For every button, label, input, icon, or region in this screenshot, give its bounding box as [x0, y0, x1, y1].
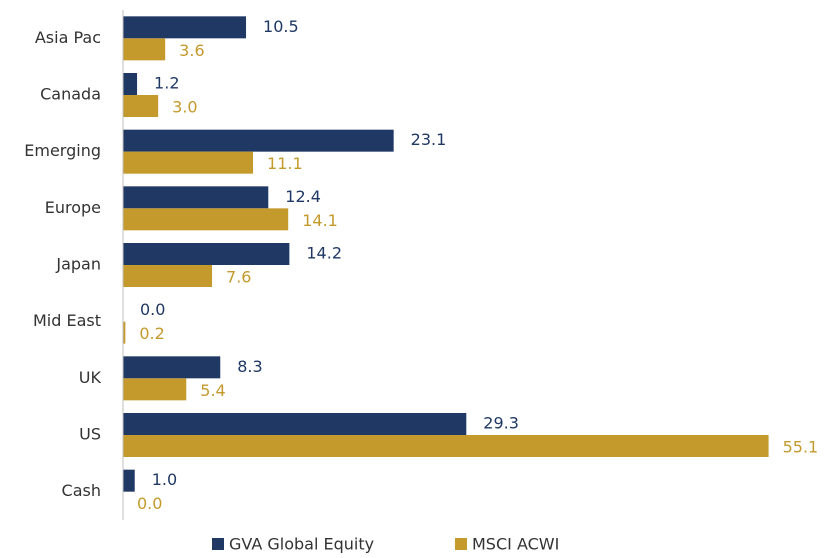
- y-tick-label: Japan: [55, 255, 101, 274]
- y-tick-label: UK: [79, 368, 102, 387]
- bar: [123, 413, 467, 435]
- data-label: 0.0: [137, 494, 162, 513]
- bar: [123, 208, 289, 231]
- data-label: 1.2: [154, 74, 179, 93]
- data-label: 3.6: [179, 41, 204, 60]
- data-label: 7.6: [226, 268, 251, 287]
- y-tick-label: Canada: [40, 85, 101, 104]
- bar: [123, 151, 254, 174]
- data-label: 14.2: [306, 244, 342, 263]
- bar: [123, 129, 394, 152]
- data-label: 55.1: [783, 438, 819, 457]
- data-label: 23.1: [411, 130, 447, 149]
- y-tick-label: Europe: [45, 198, 101, 217]
- y-tick-label: Mid East: [33, 311, 101, 330]
- y-tick-label: Cash: [62, 481, 101, 500]
- legend-label: MSCI ACWI: [472, 535, 559, 554]
- bar: [123, 16, 247, 39]
- data-label: 11.1: [267, 154, 303, 173]
- data-label: 5.4: [200, 381, 225, 400]
- legend-swatch: [455, 538, 467, 550]
- bar: [123, 186, 269, 209]
- data-label: 29.3: [483, 414, 519, 433]
- data-label: 12.4: [285, 187, 321, 206]
- data-label: 10.5: [263, 17, 299, 36]
- y-tick-label: Asia Pac: [35, 28, 101, 47]
- data-label: 3.0: [172, 98, 197, 117]
- y-tick-label: US: [79, 425, 101, 444]
- bar: [123, 356, 221, 379]
- data-label: 8.3: [237, 357, 262, 376]
- bar: [123, 95, 159, 117]
- data-label: 0.2: [139, 324, 164, 343]
- bar: [123, 265, 213, 287]
- legend-swatch: [212, 538, 224, 550]
- bar: [123, 321, 126, 344]
- bar: [123, 38, 166, 61]
- bar: [123, 243, 290, 265]
- bar: [123, 435, 769, 457]
- bar: [123, 378, 187, 401]
- data-label: 14.1: [302, 211, 338, 230]
- data-label: 1.0: [152, 470, 177, 489]
- bar: [123, 73, 138, 95]
- legend-label: GVA Global Equity: [229, 535, 374, 554]
- bar: [123, 469, 135, 492]
- y-tick-label: Emerging: [24, 141, 101, 160]
- data-label: 0.0: [140, 300, 165, 319]
